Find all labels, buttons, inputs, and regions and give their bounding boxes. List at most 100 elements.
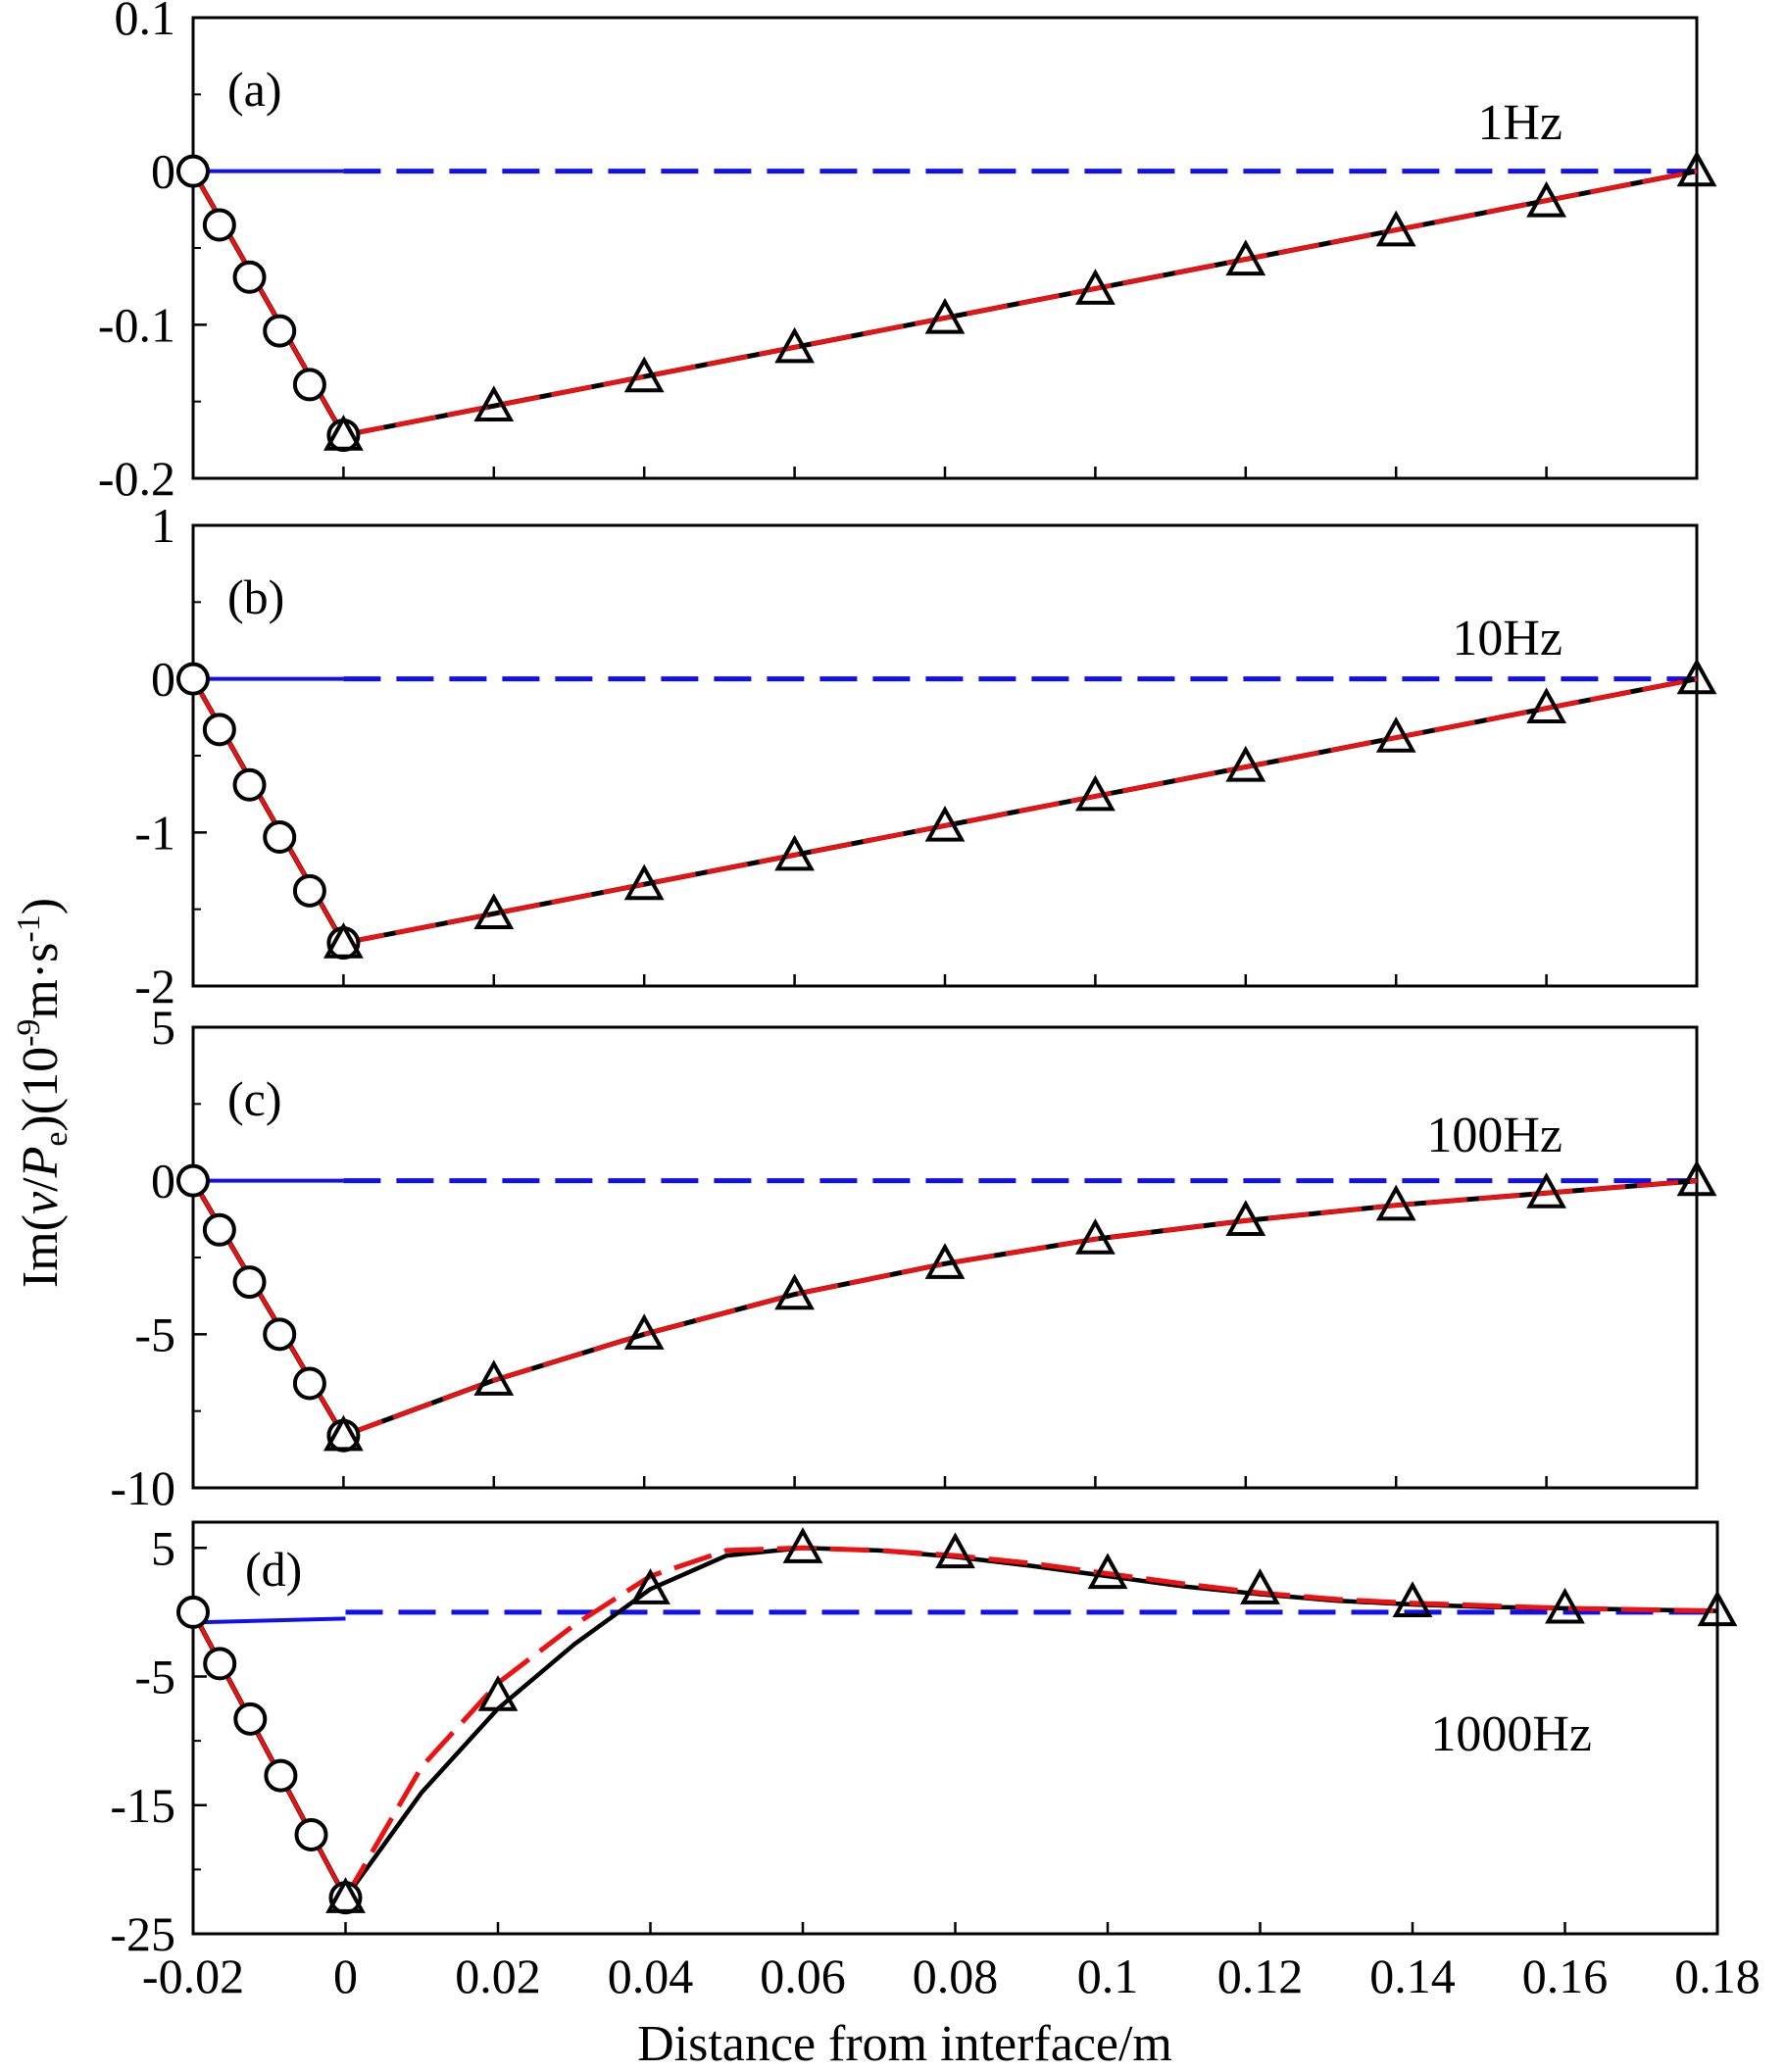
x-tick-label: -0.02 xyxy=(142,1949,244,2003)
circle-marker xyxy=(263,820,297,855)
circle-marker xyxy=(176,1163,210,1198)
triangle-marker xyxy=(1075,774,1116,812)
panel-b: 1 0 -1 -2 (b) 10Hz xyxy=(134,498,1717,1013)
y-tick-label: -10 xyxy=(110,1460,175,1515)
x-tick-label: 0.18 xyxy=(1674,1949,1761,2003)
circle-marker xyxy=(176,154,210,188)
y-title-e: e xyxy=(38,1132,74,1147)
triangle-marker xyxy=(623,1313,665,1350)
right-curve-red xyxy=(342,676,1698,946)
triangle-marker xyxy=(1676,150,1717,187)
triangle-marker xyxy=(477,1675,519,1711)
triangle-marker xyxy=(774,1273,815,1310)
circle-marker xyxy=(264,1758,298,1793)
circle-marker xyxy=(176,1595,210,1629)
plot-frame xyxy=(191,1025,1699,1490)
y-tick-label: 1 xyxy=(151,498,175,553)
triangle-marker xyxy=(1375,210,1416,247)
triangle-marker xyxy=(325,1877,366,1913)
y-axis-title: Im(v/Pe)(10-9m·s-1) xyxy=(11,898,74,1288)
triangle-marker xyxy=(623,356,665,393)
plot-frame xyxy=(191,16,1699,480)
triangle-marker xyxy=(473,893,515,929)
y-tick-label: -0.2 xyxy=(98,451,175,506)
x-tick-label: 0.04 xyxy=(608,1949,694,2003)
panel-label: (c) xyxy=(227,1071,282,1126)
panels: 0.1 0 -0.1 -0.2 (a) 1Hz 1 0 -1 -2 (b) 10Hz 5 0 -5 -10 (c… xyxy=(98,0,1761,2003)
right-curve-red xyxy=(343,1545,1718,1899)
triangle-marker xyxy=(323,1414,364,1452)
triangle-marker xyxy=(473,1359,515,1396)
triangle-marker xyxy=(1225,745,1266,782)
triangle-marker xyxy=(473,385,515,421)
triangle-marker xyxy=(924,1243,966,1279)
triangle-marker xyxy=(323,415,364,451)
circle-marker xyxy=(232,767,267,802)
panel-label: (a) xyxy=(227,62,282,117)
right-curve-red xyxy=(342,1178,1698,1438)
triangle-marker xyxy=(1225,239,1266,276)
triangle-marker xyxy=(1240,1568,1280,1604)
triangle-marker xyxy=(782,1527,823,1563)
triangle-marker xyxy=(1375,1184,1416,1221)
triangle-marker xyxy=(1526,687,1566,724)
frequency-label: 10Hz xyxy=(1452,611,1563,666)
y-title-unit: m·s xyxy=(13,943,69,1019)
y-tick-label: -5 xyxy=(134,1307,175,1361)
frequency-label: 100Hz xyxy=(1426,1108,1563,1163)
x-tick-label: 0.08 xyxy=(913,1949,999,2003)
x-tick-label: 0.02 xyxy=(455,1949,541,2003)
triangle-marker xyxy=(1075,1218,1116,1255)
y-tick-label: 0.1 xyxy=(115,0,176,45)
x-tick-label: 0 xyxy=(333,1949,358,2003)
panel-label: (d) xyxy=(245,1542,302,1597)
y-title-unitexp: -1 xyxy=(11,914,47,942)
y-tick-label: -5 xyxy=(134,1650,175,1704)
triangle-marker xyxy=(1392,1581,1433,1617)
circle-marker xyxy=(294,1817,328,1851)
plot-frame xyxy=(191,523,1699,988)
y-tick-label: -1 xyxy=(134,805,175,860)
y-title-slash: / xyxy=(13,1177,69,1192)
triangle-marker xyxy=(1676,658,1717,695)
y-tick-label: 0 xyxy=(151,1154,175,1209)
right-curve-red xyxy=(342,169,1698,438)
circle-marker xyxy=(202,208,236,242)
x-tick-label: 0.06 xyxy=(760,1949,846,2003)
panel-a: 0.1 0 -0.1 -0.2 (a) 1Hz xyxy=(98,0,1717,506)
circle-marker xyxy=(292,368,326,402)
triangle-marker xyxy=(1225,1200,1266,1236)
circle-marker xyxy=(202,713,236,747)
panel-c: 5 0 -5 -10 (c) 100Hz xyxy=(110,1000,1717,1515)
panel-d: 5 -5 -15 -25-0.02 0 0.02 0.04 0.06 0.08 0.1 0.12 0.… xyxy=(110,1520,1760,2003)
frequency-label: 1000Hz xyxy=(1430,1706,1592,1762)
triangle-marker xyxy=(924,297,966,334)
circle-marker xyxy=(202,1212,236,1247)
right-curve-black xyxy=(342,1178,1698,1439)
circle-marker xyxy=(292,873,326,908)
y-tick-label: 5 xyxy=(151,1520,175,1575)
y-title-v: v xyxy=(13,1191,69,1214)
triangle-marker xyxy=(1087,1553,1128,1590)
circle-marker xyxy=(232,260,267,294)
y-title-close: ) xyxy=(13,898,69,914)
triangle-marker xyxy=(1545,1587,1585,1624)
svg-text:Im(v/Pe)(10-9m·s-1): Im(v/Pe)(10-9m·s-1) xyxy=(11,898,74,1288)
triangle-marker xyxy=(623,863,665,901)
triangle-marker xyxy=(1526,180,1566,218)
circle-marker xyxy=(176,662,210,696)
panel-label: (b) xyxy=(227,569,284,624)
triangle-marker xyxy=(1676,1159,1717,1197)
y-tick-label: -15 xyxy=(110,1778,175,1833)
triangle-marker xyxy=(323,922,364,959)
y-tick-label: 5 xyxy=(151,1000,175,1055)
y-title-p: P xyxy=(13,1147,69,1179)
y-title-mid: )(10 xyxy=(13,1047,69,1132)
x-tick-label: 0.16 xyxy=(1522,1949,1609,2003)
y-title-prefix: Im( xyxy=(13,1214,69,1288)
x-axis-title: Distance from interface/m xyxy=(637,2016,1172,2072)
y-title-exp: -9 xyxy=(11,1019,47,1047)
frequency-label: 1Hz xyxy=(1477,95,1563,151)
triangle-marker xyxy=(630,1568,670,1604)
